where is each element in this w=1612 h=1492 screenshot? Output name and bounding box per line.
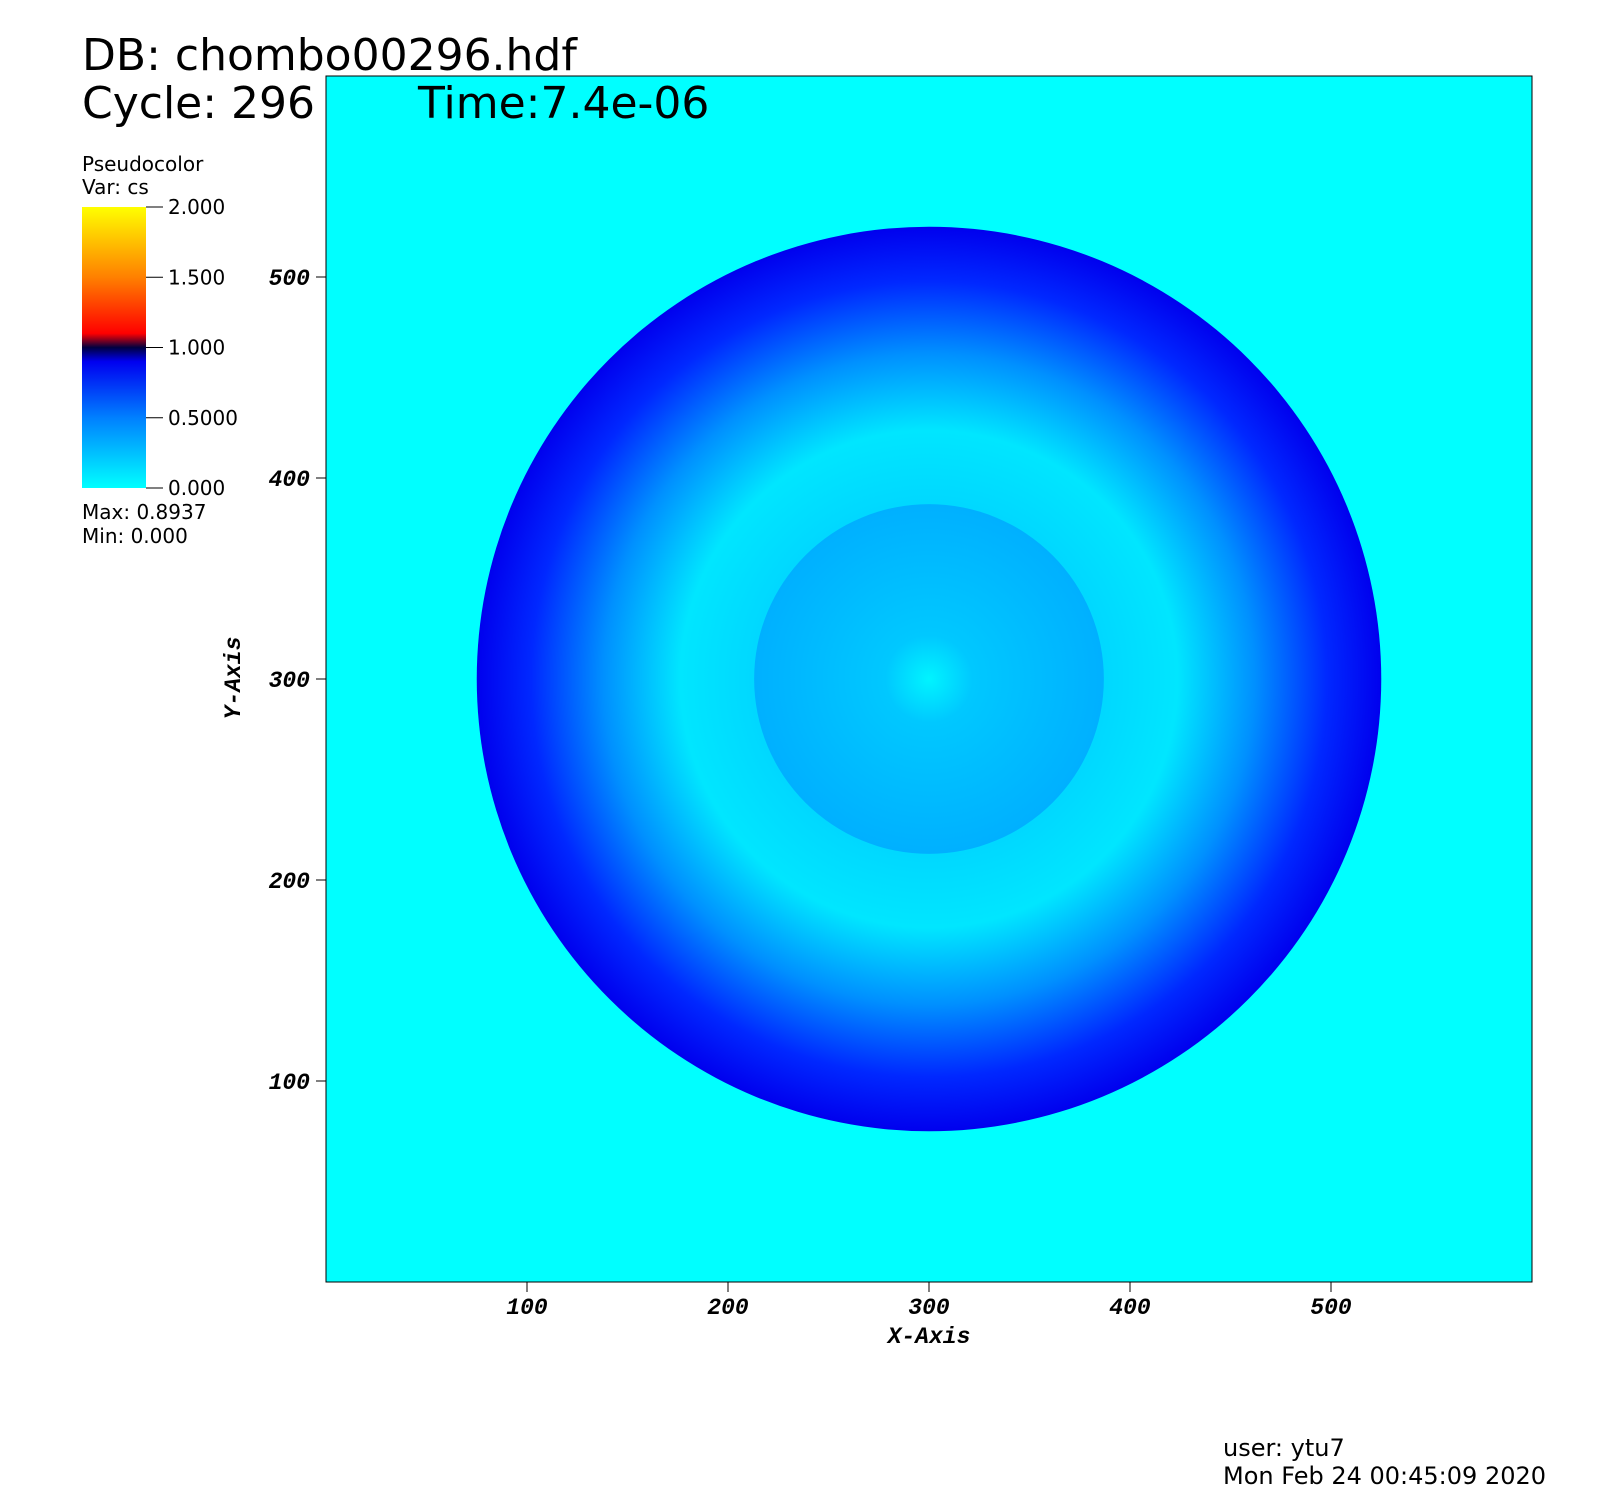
legend-max: Max: 0.8937 (82, 500, 206, 524)
y-axis-title: Y-Axis (221, 637, 247, 720)
x-tick-label: 400 (1109, 1295, 1151, 1321)
user: user: ytu7 (1223, 1434, 1345, 1462)
legend-min: Min: 0.000 (82, 524, 188, 548)
colorbar-tick-label: 0.000 (168, 476, 225, 500)
colorbar-tick-label: 1.500 (168, 265, 225, 289)
x-axis-title: X-Axis (886, 1324, 971, 1350)
legend-variable: Var: cs (82, 175, 149, 199)
time: Time:7.4e-06 (417, 78, 709, 129)
y-tick-label: 100 (269, 1070, 311, 1096)
x-tick-label: 100 (506, 1295, 548, 1321)
x-tick-label: 500 (1310, 1295, 1352, 1321)
colorbar-tick-label: 0.5000 (168, 406, 238, 430)
y-tick-label: 200 (269, 869, 311, 895)
db-title: DB: chombo00296.hdf (82, 30, 578, 81)
cycle: Cycle: 296 (82, 78, 315, 129)
inner-core (754, 504, 1104, 854)
x-tick-label: 300 (908, 1295, 950, 1321)
y-tick-label: 300 (269, 668, 311, 694)
x-tick-label: 200 (707, 1295, 749, 1321)
date: Mon Feb 24 00:45:09 2020 (1223, 1462, 1546, 1490)
y-tick-label: 500 (269, 266, 311, 292)
colorbar (82, 207, 146, 488)
colorbar-tick-label: 1.000 (168, 336, 225, 360)
y-tick-label: 400 (269, 467, 311, 493)
colorbar-tick-label: 2.000 (168, 195, 225, 219)
legend-title: Pseudocolor (82, 152, 204, 176)
